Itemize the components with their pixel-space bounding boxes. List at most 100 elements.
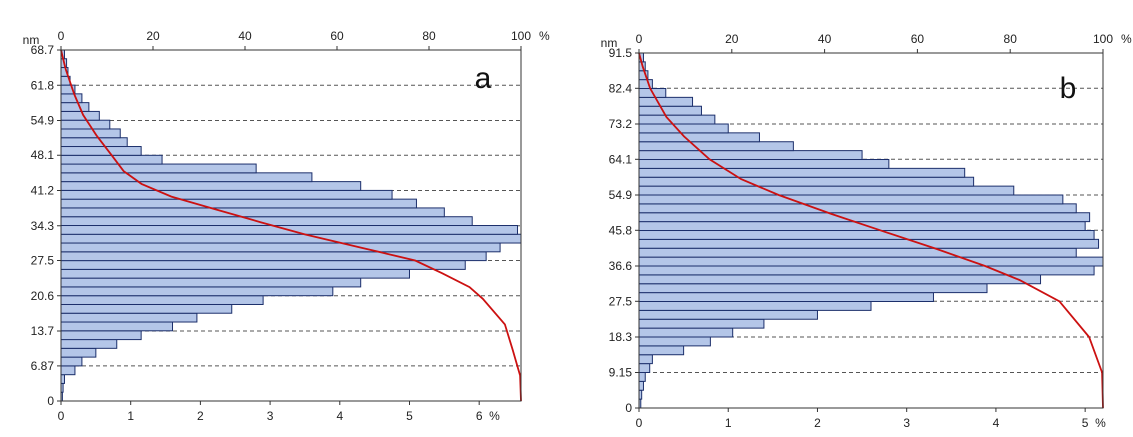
- top-tick-label: 60: [330, 29, 344, 43]
- top-tick-label: 20: [725, 32, 739, 46]
- histogram-bar: [60, 137, 128, 148]
- y-tick-label: 18.3: [609, 330, 633, 344]
- histogram-bar: [638, 105, 702, 116]
- histogram-bar: [638, 167, 966, 178]
- histogram-bar: [60, 198, 417, 209]
- bottom-tick-label: 1: [127, 409, 134, 423]
- y-tick-label: 6.87: [31, 359, 55, 373]
- top-tick-label: 40: [238, 29, 252, 43]
- top-tick-label: 80: [422, 29, 436, 43]
- y-tick-label: 82.4: [609, 81, 633, 95]
- histogram-bar: [638, 345, 685, 356]
- histogram-bar: [638, 301, 872, 311]
- cumulative-curve: [638, 52, 1104, 409]
- bottom-tick-label: 4: [993, 416, 1000, 430]
- histogram-bar: [638, 380, 644, 391]
- histogram-bar: [60, 93, 83, 104]
- histogram-bar: [638, 372, 646, 382]
- histogram-bar: [638, 141, 794, 152]
- histogram-bar: [60, 339, 118, 349]
- histogram-bar: [60, 365, 76, 376]
- histogram-bar: [60, 172, 313, 183]
- y-tick-label: 45.8: [609, 223, 633, 237]
- histogram-bar: [638, 194, 1064, 205]
- histogram-bar: [638, 336, 711, 347]
- histogram-bar: [60, 163, 257, 174]
- histogram-bar: [638, 159, 890, 169]
- histogram-bar: [60, 260, 466, 270]
- histogram-bar: [638, 354, 653, 365]
- top-tick-label: 0: [58, 29, 65, 43]
- chart-panel-a: 0 6.87 13.7 20.6 27.5 34.3 41.2 48.1 54.9 61.8 68.…: [23, 29, 550, 423]
- y-tick-label: 48.1: [31, 148, 55, 162]
- histogram-bar: [60, 251, 487, 262]
- bottom-tick-label: 2: [197, 409, 204, 423]
- histogram-bar: [60, 102, 90, 112]
- histogram-bar: [638, 114, 716, 125]
- histogram-bar: [60, 154, 163, 165]
- histogram-bar: [638, 212, 1091, 223]
- y-tick-label: 54.9: [31, 114, 55, 128]
- histogram-bar: [60, 242, 501, 253]
- histogram-bar: [60, 303, 233, 314]
- histogram-bar: [60, 312, 198, 323]
- y-tick-label: 27.5: [31, 253, 55, 267]
- panel-letter: a: [475, 62, 492, 95]
- top-tick-label: 40: [818, 32, 832, 46]
- histogram-bar: [60, 295, 264, 305]
- cumulative-curve: [60, 49, 522, 402]
- top-tick-label: 0: [636, 32, 643, 46]
- histogram-bar: [60, 189, 393, 200]
- bottom-tick-label: 0: [58, 409, 65, 423]
- histogram-bar: [60, 356, 83, 367]
- top-unit-label: %: [1121, 32, 1132, 46]
- y-tick-label: 20.6: [31, 289, 55, 303]
- histogram-bar: [60, 374, 65, 384]
- histogram-bar: [638, 318, 765, 329]
- y-tick-label: 54.9: [609, 188, 633, 202]
- bottom-tick-label: 6: [476, 409, 483, 423]
- histogram-bar: [638, 230, 1095, 240]
- y-tick-label: 13.7: [31, 324, 55, 338]
- histogram-bar: [60, 347, 97, 358]
- y-unit-label: nm: [23, 33, 40, 47]
- y-tick-label: 9.15: [609, 366, 633, 380]
- histogram-bar: [638, 132, 760, 143]
- y-tick-label: 91.5: [609, 46, 633, 60]
- bottom-tick-label: 3: [267, 409, 274, 423]
- histogram-bar: [60, 128, 121, 139]
- y-tick-label: 68.7: [31, 43, 55, 57]
- histogram-bar: [60, 286, 334, 297]
- top-unit-label: %: [539, 29, 550, 43]
- panel-letter: b: [1060, 72, 1077, 105]
- bottom-tick-label: 2: [814, 416, 821, 430]
- histogram-bar: [638, 238, 1100, 249]
- histogram-bar: [60, 181, 362, 191]
- histogram-bar: [638, 176, 975, 187]
- histogram-bar: [638, 247, 1077, 258]
- histogram-bar: [638, 283, 988, 294]
- y-tick-label: 73.2: [609, 117, 633, 131]
- histogram-bar: [638, 123, 729, 134]
- histogram-bar: [60, 277, 362, 288]
- histogram-bar: [638, 221, 1086, 232]
- y-tick-label: 27.5: [609, 294, 633, 308]
- histogram-bar: [638, 185, 1015, 196]
- histogram-bar: [638, 265, 1095, 276]
- y-tick-label: 41.2: [31, 184, 55, 198]
- histogram-bar: [638, 96, 694, 107]
- histogram-bar: [638, 292, 934, 302]
- histogram-bar: [638, 150, 863, 161]
- bottom-tick-label: 4: [336, 409, 343, 423]
- chart-panel-b: 0 9.15 18.3 27.5 36.6 45.8 54.9 64.1 73.2 82.4 91.…: [601, 32, 1132, 430]
- histogram-bar: [638, 203, 1077, 214]
- y-unit-label: nm: [601, 36, 618, 50]
- histogram-bar: [60, 110, 100, 121]
- histogram-bar: [638, 256, 1104, 267]
- bottom-tick-label: 0: [636, 416, 643, 430]
- histogram-bar: [60, 233, 522, 244]
- bottom-unit-label: %: [489, 409, 500, 423]
- histogram-bar: [638, 363, 651, 373]
- top-tick-label: 20: [146, 29, 160, 43]
